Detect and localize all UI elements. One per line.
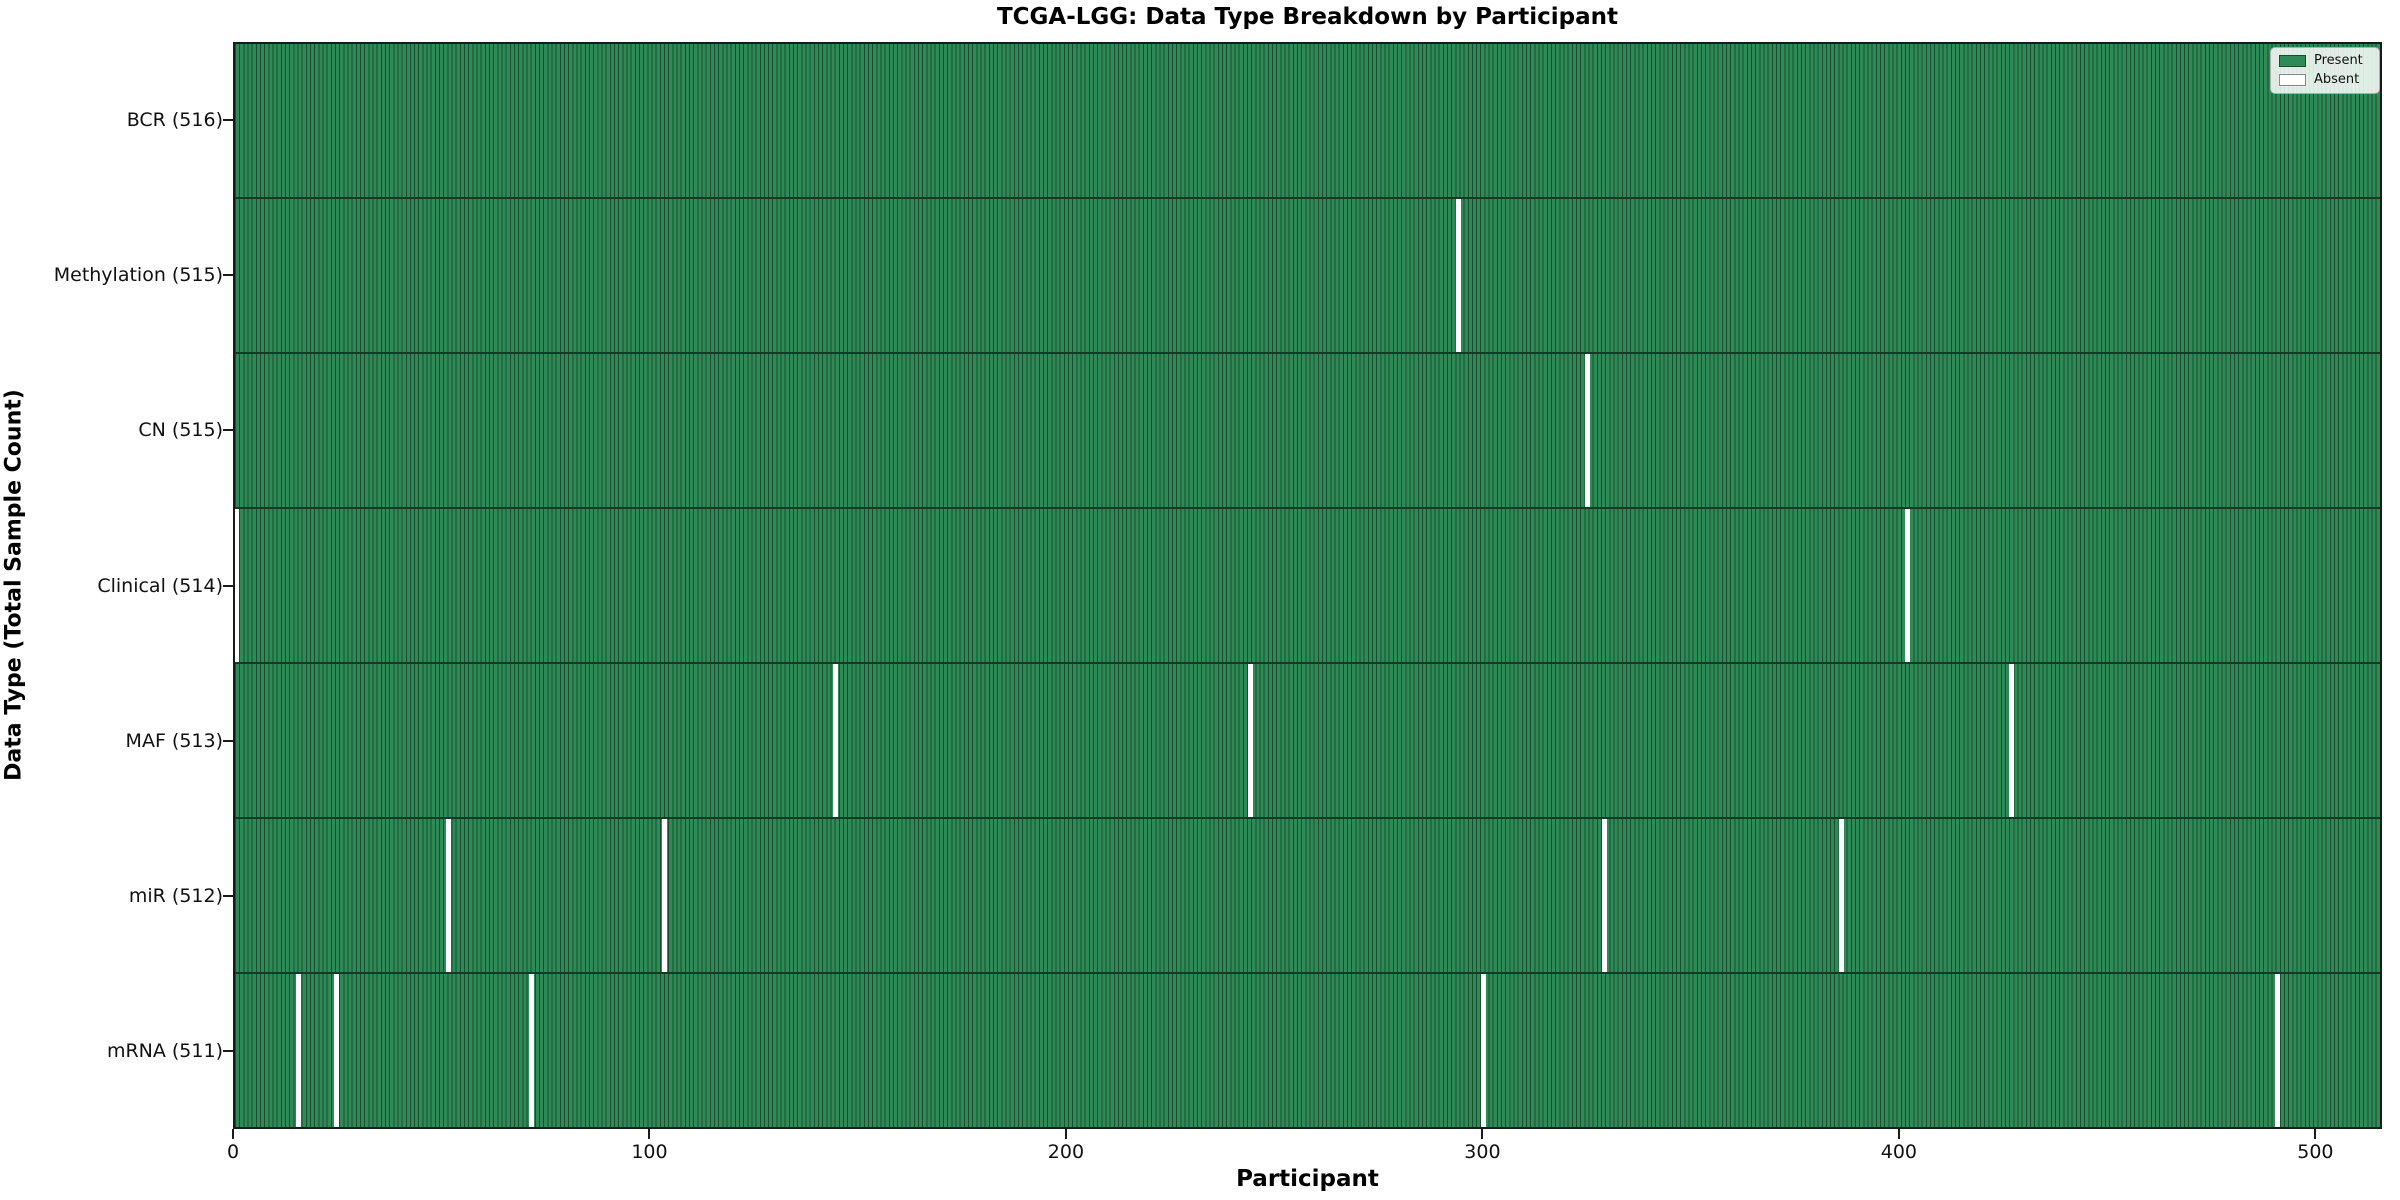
legend-label: Present xyxy=(2314,53,2363,68)
x-tick-mark xyxy=(232,1129,234,1139)
y-tick-mark xyxy=(223,273,233,276)
absent-gap xyxy=(832,664,838,817)
y-tick-mark xyxy=(223,118,233,121)
absent-gap xyxy=(235,509,239,662)
x-tick-label: 200 xyxy=(1047,1141,1085,1163)
x-tick-label: 400 xyxy=(1880,1141,1918,1163)
row-mir xyxy=(235,817,2380,972)
x-tick-mark xyxy=(1064,1129,1067,1139)
y-tick-label: CN (515) xyxy=(138,419,223,442)
y-tick-mark xyxy=(223,1050,233,1053)
y-tick-mark xyxy=(223,895,233,898)
y-tick-mark xyxy=(223,584,233,587)
absent-gap xyxy=(1601,819,1607,972)
y-tick-label: mRNA (511) xyxy=(106,1040,223,1063)
absent-gap xyxy=(1248,664,1254,817)
row-clinical xyxy=(235,507,2380,662)
plot-area xyxy=(233,42,2382,1129)
row-mrna xyxy=(235,972,2380,1127)
y-tick-label: MAF (513) xyxy=(125,729,223,752)
x-tick-mark xyxy=(1481,1129,1484,1139)
x-axis-tick-labels: 0 100 200 300 400 500 xyxy=(227,1141,2382,1165)
absent-gap xyxy=(446,819,451,972)
x-tick-label: 500 xyxy=(2297,1141,2334,1163)
x-tick-mark xyxy=(1897,1129,1900,1139)
x-tick-label: 100 xyxy=(631,1141,668,1163)
x-tick-label: 300 xyxy=(1464,1141,1501,1163)
absent-gap xyxy=(1838,819,1844,972)
legend-entry-absent: Absent xyxy=(2279,73,2371,87)
y-tick-mark xyxy=(223,739,233,742)
legend-entry-present: Present xyxy=(2279,54,2371,68)
y-tick-label: Methylation (515) xyxy=(53,263,223,286)
x-axis-label: Participant xyxy=(1236,1166,1379,1192)
x-tick-label: 0 xyxy=(226,1141,240,1163)
y-tick-label: miR (512) xyxy=(128,885,223,908)
y-tick-mark xyxy=(223,429,233,432)
row-cn xyxy=(235,352,2380,507)
x-axis-tick-marks xyxy=(232,1129,2382,1139)
legend-label: Absent xyxy=(2314,72,2360,87)
x-tick-mark xyxy=(648,1129,651,1139)
absent-gap xyxy=(2275,974,2281,1127)
legend: Present Absent xyxy=(2270,47,2380,94)
absent-gap xyxy=(1481,974,1487,1127)
absent-gap xyxy=(662,819,668,972)
row-maf xyxy=(235,662,2380,817)
y-axis-tick-labels: BCR (516) Methylation (515) CN (515) Clinic… xyxy=(0,42,223,1129)
absent-gap xyxy=(2009,664,2015,817)
legend-swatch-absent xyxy=(2279,74,2306,86)
absent-gap xyxy=(333,974,339,1127)
absent-gap xyxy=(529,974,535,1127)
absent-gap xyxy=(1905,509,1911,662)
row-methylation xyxy=(235,197,2380,352)
x-tick-mark xyxy=(2314,1129,2317,1139)
chart-title: TCGA-LGG: Data Type Breakdown by Partici… xyxy=(996,4,1619,30)
legend-swatch-present xyxy=(2279,55,2306,67)
y-tick-label: BCR (516) xyxy=(126,108,223,131)
absent-gap xyxy=(296,974,302,1127)
row-bcr xyxy=(235,44,2380,197)
y-axis-tick-marks xyxy=(223,42,233,1129)
y-tick-label: Clinical (514) xyxy=(97,574,223,597)
absent-gap xyxy=(1585,354,1591,507)
absent-gap xyxy=(1456,199,1462,352)
